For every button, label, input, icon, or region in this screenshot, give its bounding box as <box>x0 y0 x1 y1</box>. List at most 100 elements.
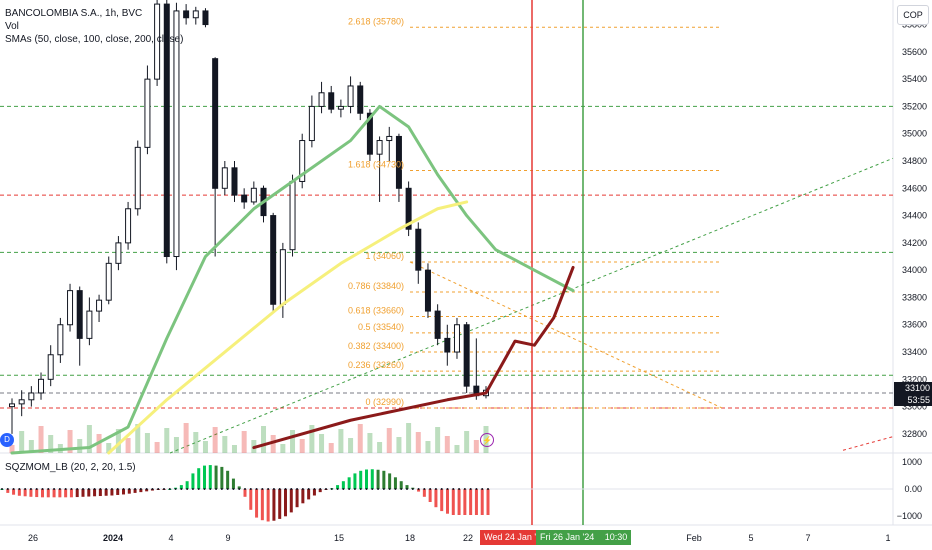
oscillator-bar <box>301 489 305 504</box>
oscillator-bar <box>307 489 311 500</box>
price-tick-label: 34600 <box>902 183 927 193</box>
fib-level-label: 0.786 (33840) <box>348 281 404 291</box>
oscillator-bar <box>405 485 409 489</box>
oscillator-bar <box>6 489 10 493</box>
oscillator-bar <box>266 489 270 522</box>
candle-body <box>9 403 15 408</box>
volume-bar <box>299 439 305 453</box>
oscillator-bar <box>295 489 299 508</box>
volume-bar <box>396 437 402 453</box>
squeeze-dot <box>197 488 200 490</box>
squeeze-dot <box>180 488 183 490</box>
currency-button[interactable]: COP <box>897 5 929 25</box>
oscillator-bar <box>69 489 73 498</box>
time-tick-label: 1 <box>885 533 890 543</box>
oscillator-tick-label: 1000 <box>902 457 922 467</box>
oscillator-bar <box>145 489 149 492</box>
squeeze-dot <box>87 488 90 490</box>
price-tick-label: 34400 <box>902 211 927 221</box>
oscillator-bar <box>12 489 16 495</box>
candle-body <box>212 58 219 189</box>
price-tick-label: 35200 <box>902 101 927 111</box>
oscillator-bar <box>359 470 363 489</box>
time-tick-label: 18 <box>405 533 415 543</box>
dividend-icon[interactable]: D <box>0 433 14 447</box>
squeeze-dot <box>336 488 339 490</box>
volume-bar <box>261 426 267 453</box>
squeeze-dot <box>458 488 461 490</box>
squeeze-dot <box>406 488 408 490</box>
red-time-tag: Wed 24 Jan '24 <box>480 530 551 545</box>
flash-icon[interactable]: ⚡ <box>480 433 494 447</box>
squeeze-dot <box>47 488 50 490</box>
squeeze-dot <box>452 488 455 490</box>
oscillator-bar <box>428 489 432 502</box>
candle-body <box>125 208 132 244</box>
volume-bar <box>164 428 170 453</box>
time-tick-label: 5 <box>748 533 753 543</box>
squeeze-dot <box>429 488 432 490</box>
volume-bar <box>357 424 363 453</box>
candle-body <box>405 187 412 230</box>
fib-level-label: 1.618 (34730) <box>348 160 404 170</box>
oscillator-bar <box>341 481 345 489</box>
time-tick-label: 22 <box>463 533 473 543</box>
time-tick-label: 26 <box>28 533 38 543</box>
squeeze-dot <box>394 488 397 490</box>
fib-level-label: 0.382 (33400) <box>348 341 404 351</box>
trend-line-red <box>842 436 894 451</box>
fib-level-label: 2.618 (35780) <box>348 16 404 26</box>
price-tick-label: 33600 <box>902 320 927 330</box>
candle-body <box>289 180 296 251</box>
oscillator-bar <box>486 489 490 515</box>
candle-body <box>279 249 286 305</box>
oscillator-bar <box>440 489 444 512</box>
oscillator-bar <box>208 465 212 489</box>
volume-bar <box>77 439 83 453</box>
oscillator-bar <box>231 478 235 489</box>
oscillator-bar <box>289 489 293 513</box>
oscillator-bar <box>417 489 421 492</box>
squeeze-dot <box>151 488 154 490</box>
squeeze-dot <box>53 488 56 490</box>
oscillator-bar <box>127 489 131 494</box>
volume-bar <box>154 442 160 453</box>
squeeze-dot <box>423 488 426 490</box>
squeeze-dot <box>481 488 484 490</box>
oscillator-bar <box>139 489 143 493</box>
candle-body <box>415 228 422 271</box>
squeeze-dot <box>209 488 212 490</box>
squeeze-dot <box>325 488 327 490</box>
oscillator-bar <box>434 489 438 508</box>
squeeze-dot <box>174 488 177 490</box>
volume-bar <box>67 430 73 453</box>
oscillator-bar <box>457 489 461 515</box>
oscillator-bar <box>122 489 125 495</box>
candle-body <box>231 167 238 196</box>
candle-body <box>115 242 122 264</box>
candle-body <box>386 135 393 142</box>
oscillator-bar <box>399 481 403 489</box>
squeeze-dot <box>29 488 32 490</box>
squeeze-dot <box>463 488 466 490</box>
volume-bar <box>290 430 296 453</box>
squeeze-dot <box>238 488 241 490</box>
price-tick-label: 34800 <box>902 156 927 166</box>
candle-body <box>221 167 228 189</box>
oscillator-bar <box>116 489 120 495</box>
candle-body <box>154 3 161 80</box>
squeeze-dot <box>400 488 403 490</box>
squeeze-dot <box>168 488 171 490</box>
candle-body <box>357 85 364 114</box>
volume-bar <box>19 431 25 453</box>
volume-bar <box>270 435 276 453</box>
oscillator-bar <box>46 489 50 498</box>
fib-level-label: 0.618 (33660) <box>348 306 404 316</box>
oscillator-bar <box>35 489 39 498</box>
squeeze-dot <box>128 488 131 490</box>
volume-bar <box>106 443 112 453</box>
volume-bar <box>231 445 237 453</box>
candle-body <box>38 378 45 394</box>
oscillator-bar <box>203 465 206 489</box>
